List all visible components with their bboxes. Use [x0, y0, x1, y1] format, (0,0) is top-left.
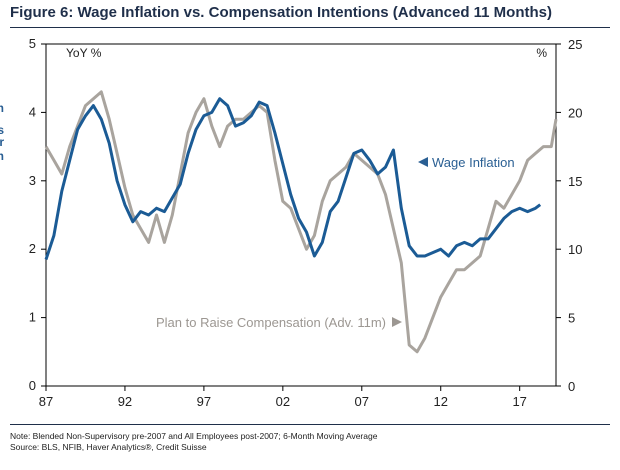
title-rule [10, 27, 610, 28]
left-tick-label: 1 [29, 310, 36, 325]
left-tick-label: 2 [29, 241, 36, 256]
x-tick-label: 17 [512, 394, 526, 409]
plan-to-raise-compensation-line [44, 90, 558, 354]
x-axis: 87 92 97 02 07 12 17 [39, 386, 527, 409]
right-tick-label: 5 [568, 311, 575, 326]
right-axis-label: % [536, 46, 547, 60]
right-tick-label: 20 [568, 105, 582, 120]
wage-inflation-line [44, 97, 542, 260]
plan-to-raise-marker-icon [392, 317, 402, 327]
wage-inflation-marker-icon [418, 157, 428, 167]
right-tick-label: 10 [568, 242, 582, 257]
left-tick-label: 3 [29, 173, 36, 188]
x-tick-label: 07 [355, 394, 369, 409]
left-tick-label: 0 [29, 378, 36, 393]
x-tick-label: 02 [276, 394, 290, 409]
x-tick-label: 97 [197, 394, 211, 409]
clipped-left-text-1: n [0, 101, 4, 115]
plan-to-raise-annotation: Plan to Raise Compensation (Adv. 11m) [156, 315, 386, 330]
source-note: Source: BLS, NFIB, Haver Analytics®, Cre… [10, 442, 207, 452]
x-tick-label: 92 [118, 394, 132, 409]
left-tick-label: 5 [29, 36, 36, 51]
right-tick-label: 25 [568, 37, 582, 52]
right-axis: 0 5 10 15 20 25 [556, 37, 582, 394]
right-tick-label: 15 [568, 174, 582, 189]
left-axis: 0 1 2 3 4 5 [29, 36, 46, 393]
left-tick-label: 4 [29, 104, 36, 119]
x-tick-label: 87 [39, 394, 53, 409]
clipped-left-text-3: er [0, 135, 4, 149]
clipped-left-text-4: n [0, 149, 4, 163]
footer-rule [10, 424, 610, 425]
plot-frame [45, 43, 557, 387]
figure-title: Figure 6: Wage Inflation vs. Compensatio… [10, 4, 552, 21]
clipped-left-text-2: s [0, 123, 4, 137]
wage-inflation-annotation: Wage Inflation [432, 155, 515, 170]
x-tick-label: 12 [434, 394, 448, 409]
left-axis-label: YoY % [66, 46, 102, 60]
footnote: Note: Blended Non-Supervisory pre-2007 a… [10, 431, 378, 441]
right-tick-label: 0 [568, 379, 575, 394]
